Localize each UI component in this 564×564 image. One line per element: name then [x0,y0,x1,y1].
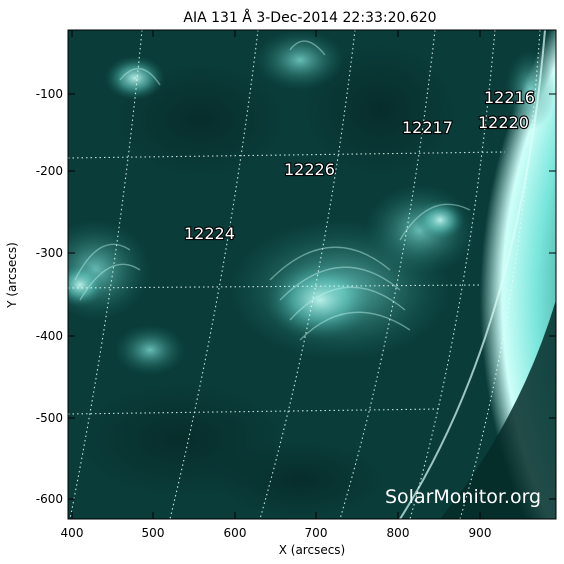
region-label: 12220 [478,113,529,132]
solar-disk-image [68,30,556,519]
figure-title: AIA 131 Å 3-Dec-2014 22:33:20.620 [183,9,436,26]
x-tick-label: 800 [387,526,410,540]
x-tick-label: 900 [469,526,492,540]
x-tick-label: 500 [142,526,165,540]
y-tick-label: -200 [36,164,63,178]
y-tick-label: -400 [36,329,63,343]
region-label: 12217 [402,118,453,137]
x-tick-label: 400 [61,526,84,540]
x-tick-label: 700 [305,526,328,540]
y-tick-label: -300 [36,246,63,260]
watermark: SolarMonitor.org [385,486,541,508]
region-label: 12224 [184,224,235,243]
x-axis-title: X (arcsecs) [279,543,346,557]
y-tick-label: -500 [36,411,63,425]
x-tick-label: 600 [224,526,247,540]
plot-frame [67,29,557,520]
y-tick-label: -100 [36,87,63,101]
y-axis-title: Y (arcsecs) [5,242,19,309]
x-axis-ticks [71,30,481,519]
region-label: 12216 [484,88,535,107]
y-axis-ticks [68,93,556,500]
y-tick-label: -600 [36,492,63,506]
region-label: 12226 [284,160,335,179]
